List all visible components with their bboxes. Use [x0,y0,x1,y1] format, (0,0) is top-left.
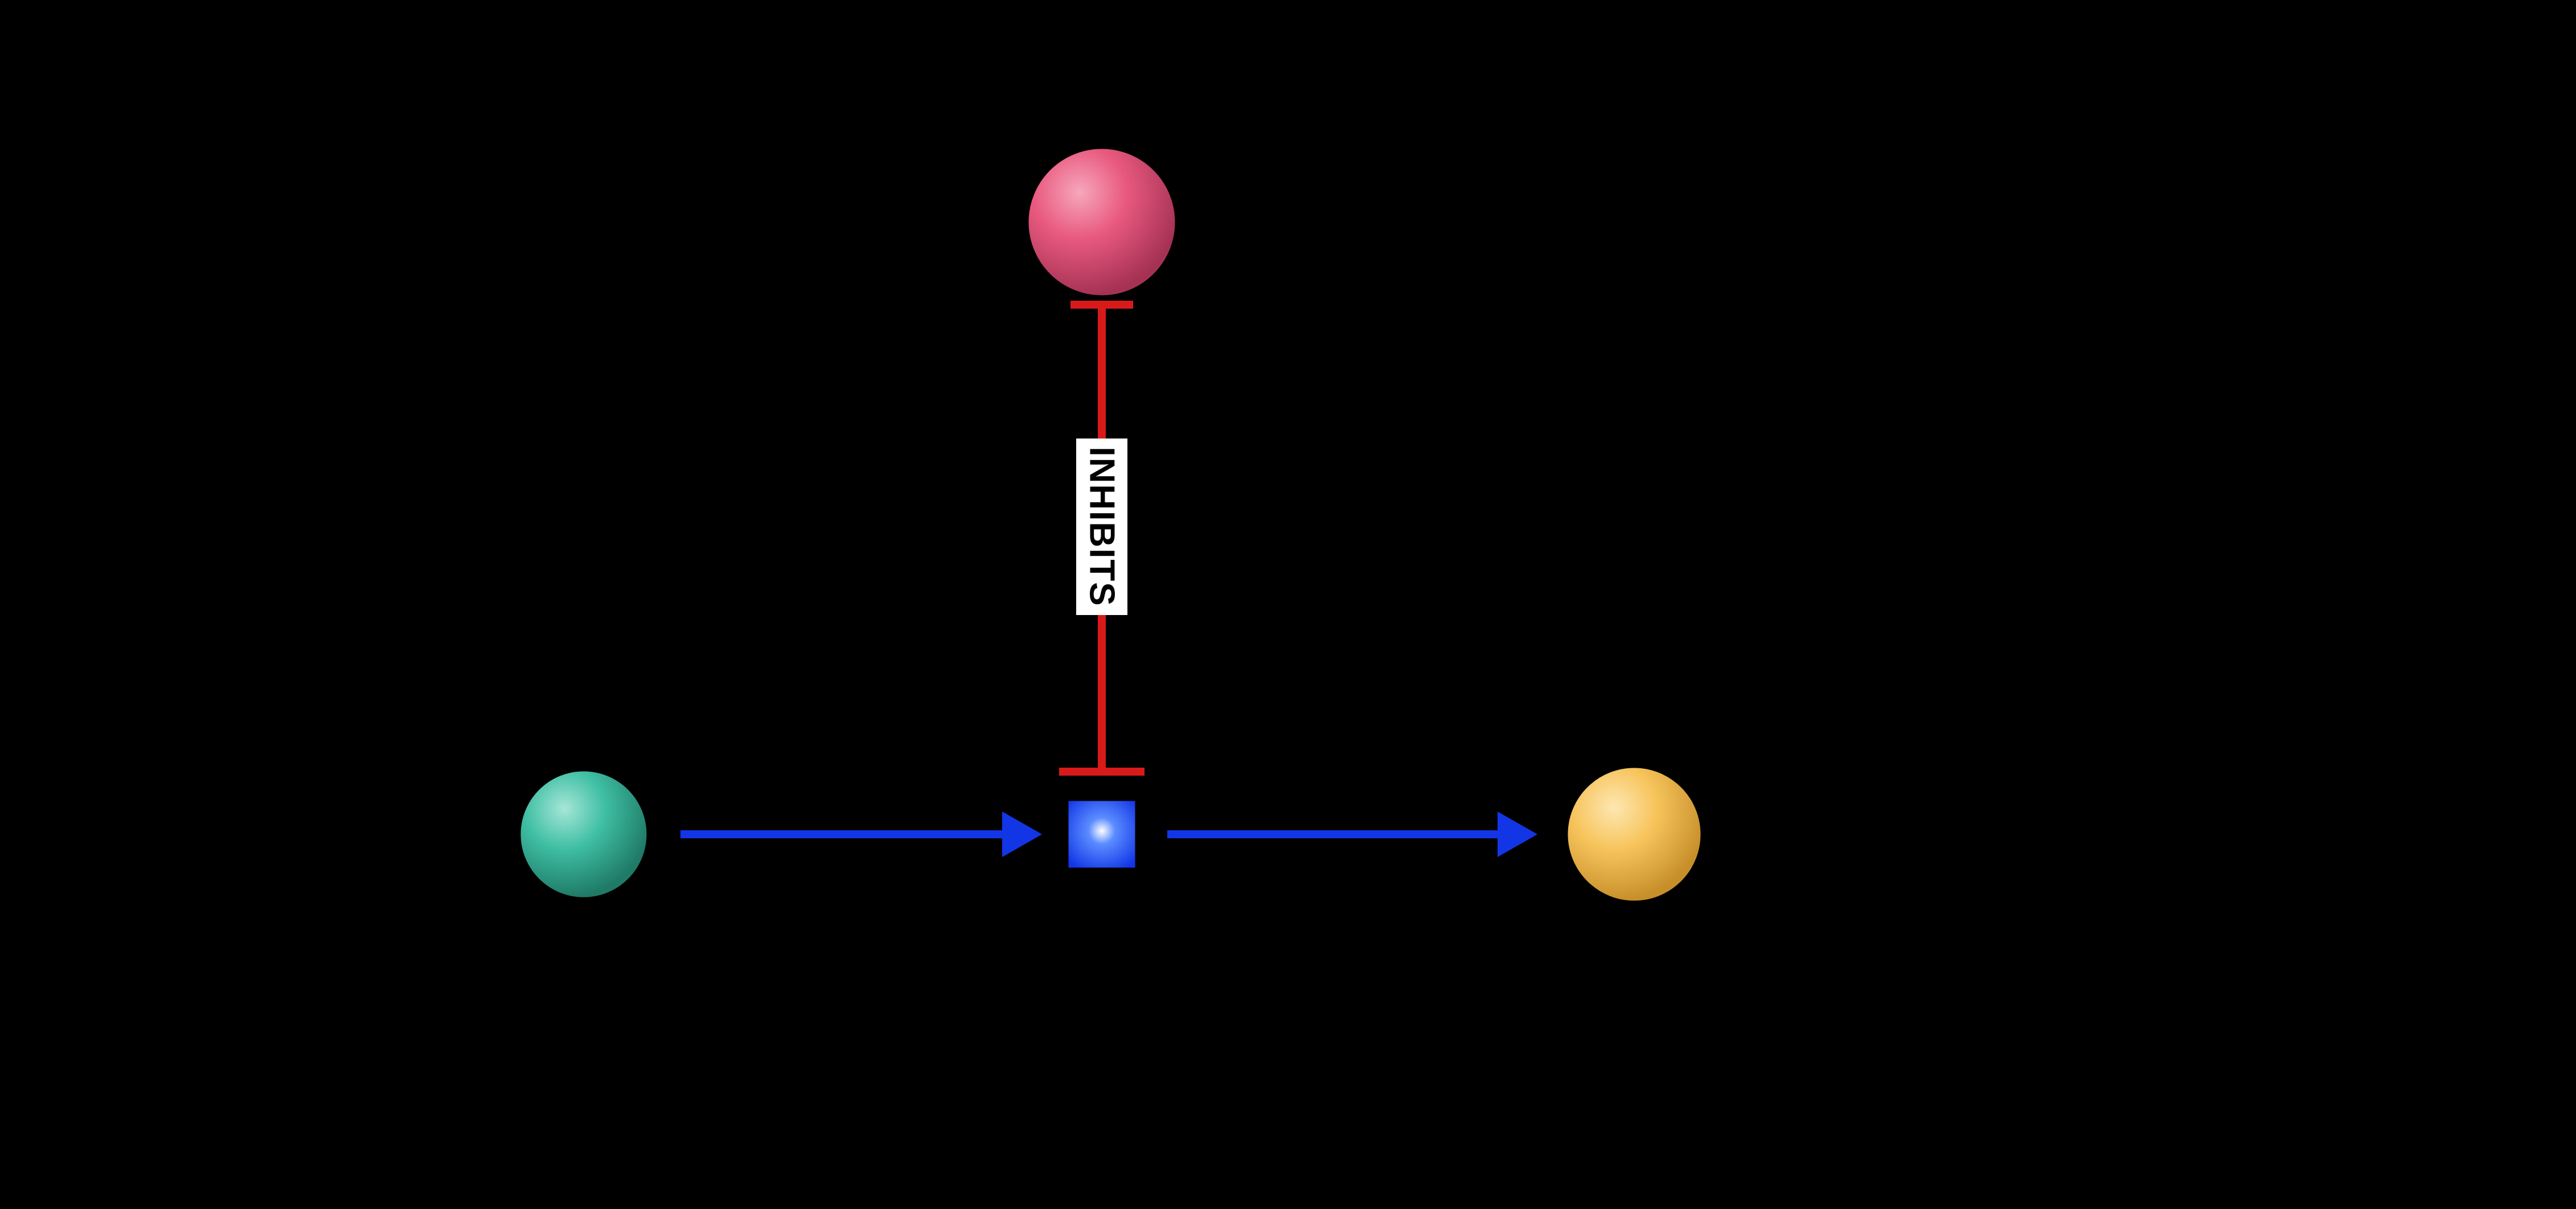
edge-top-to-center: INHIBITS [1059,305,1145,772]
edge-label-text: INHIBITS [1082,446,1122,606]
node-top [1028,148,1176,296]
edge-left-to-center [680,812,1042,857]
node-left [520,771,647,898]
diagram-canvas: INHIBITS [0,0,2576,1209]
node-right [1567,767,1701,901]
edge-center-to-right [1167,812,1537,857]
node-center [1068,800,1136,868]
